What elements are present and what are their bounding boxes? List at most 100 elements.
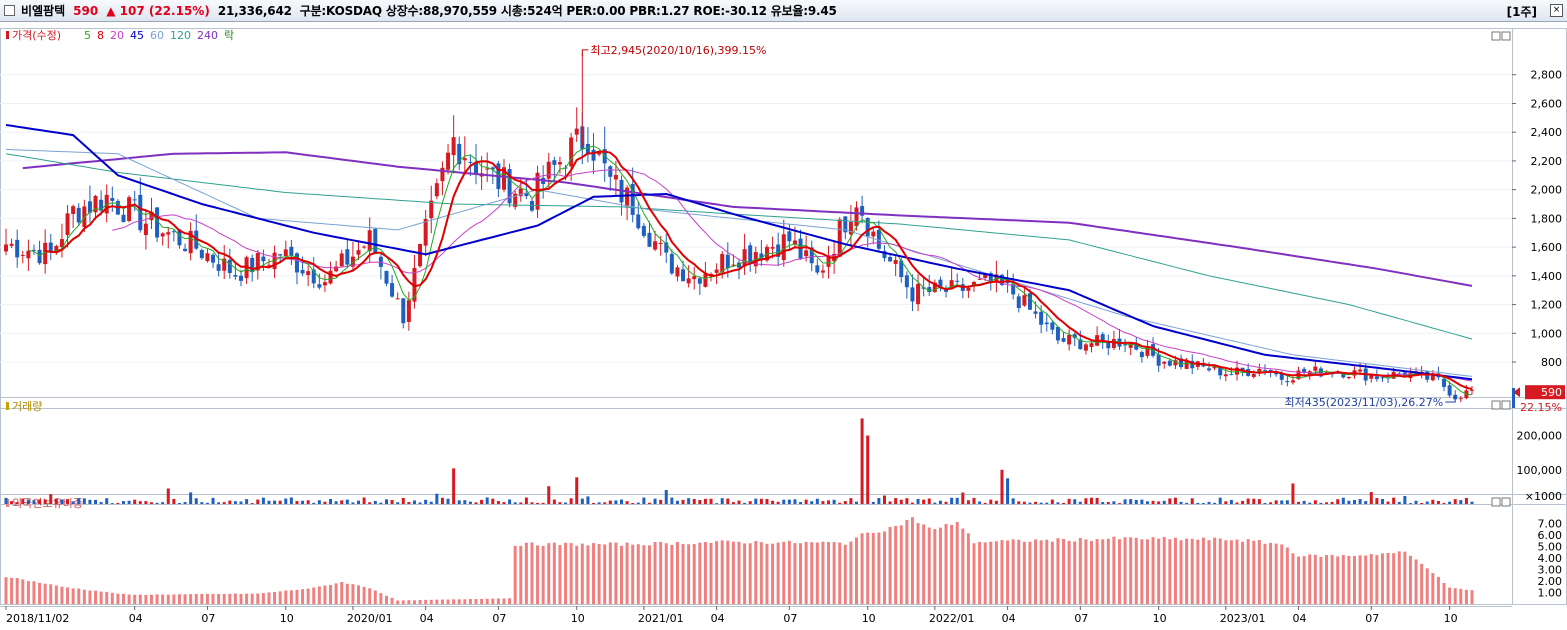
volume-bar [301, 500, 305, 504]
foreign-bar [239, 593, 243, 604]
volume-bar [312, 502, 316, 504]
candle-body [132, 199, 137, 201]
foreign-bar [759, 542, 763, 604]
candle-body [653, 241, 658, 250]
legend-item: 60 [150, 29, 164, 42]
candle-body [1167, 360, 1172, 366]
volume-bar [1280, 500, 1284, 504]
foreign-bar [938, 527, 942, 604]
volume-bar [843, 501, 847, 504]
foreign-bar [1375, 555, 1379, 604]
foreign-bar [122, 593, 126, 604]
high-marker [581, 49, 589, 56]
volume-bar [1134, 499, 1138, 504]
foreign-bar [1269, 542, 1273, 604]
foreign-bar [183, 594, 187, 604]
candle-body [233, 274, 238, 277]
volume-bar [424, 499, 428, 504]
foreign-bar [485, 598, 489, 604]
volume-bar [1397, 502, 1401, 504]
volume-bar [586, 496, 590, 504]
candle-body [938, 279, 943, 288]
volume-bar [614, 500, 618, 504]
foreign-bar [832, 542, 836, 604]
candle-body [1184, 361, 1189, 369]
volume-bar [972, 497, 976, 504]
volume-bar [26, 499, 30, 504]
foreign-bar [715, 541, 719, 604]
foreign-bar [597, 544, 601, 604]
foreign-bar [1062, 538, 1066, 604]
candle-body [625, 187, 630, 207]
candle-body [490, 167, 495, 170]
candle-body [54, 246, 59, 253]
x-axis-label: 2018/11/02 [6, 612, 69, 625]
foreign-bar [687, 544, 691, 604]
foreign-bar [1358, 555, 1362, 604]
candle-body [804, 250, 809, 257]
foreign-bar [1213, 537, 1217, 604]
volume-bar [855, 501, 859, 504]
candle-body [731, 264, 736, 266]
x-axis-label: 07 [201, 612, 215, 625]
foreign-bar [1386, 552, 1390, 604]
foreign-bar [1017, 539, 1021, 604]
foreign-bar [989, 541, 993, 604]
foreign-bar [166, 594, 170, 604]
foreign-bar [295, 589, 299, 604]
candle-body [446, 152, 451, 170]
panel-minimize-icon [1491, 31, 1501, 41]
foreign-bar [765, 543, 769, 604]
candle-body [552, 160, 557, 165]
stock-name: 비엘팜텍 [21, 4, 66, 18]
volume-bar [1213, 502, 1217, 504]
foreign-bar [172, 594, 176, 604]
period-selector[interactable]: [1주] [1506, 5, 1537, 19]
candle-body [1447, 385, 1452, 396]
candle-body [770, 247, 775, 249]
volume-bar [1319, 502, 1323, 504]
x-axis-label: 10 [1153, 612, 1167, 625]
foreign-bar [1319, 556, 1323, 604]
foreign-bar [536, 545, 540, 604]
candle-body [647, 232, 652, 247]
pct-tag-label: 22.15% [1520, 401, 1562, 414]
volume-bar [127, 500, 131, 504]
candle-body [709, 274, 714, 276]
candle-body [127, 197, 132, 221]
volume-bar [1073, 499, 1077, 504]
foreign-bar [787, 540, 791, 604]
foreign-bar [401, 600, 405, 604]
volume-bar [357, 500, 361, 504]
x-axis-label: 10 [1444, 612, 1458, 625]
volume-bar [340, 500, 344, 504]
foreign-bar [1325, 555, 1329, 604]
select-checkbox[interactable] [4, 5, 15, 16]
volume-bar [1062, 502, 1066, 504]
volume-bar [1392, 497, 1396, 504]
volume-bar [122, 501, 126, 504]
volume-bar [910, 502, 914, 504]
foreign-bar [592, 543, 596, 604]
foreign-bar [855, 537, 859, 604]
foreign-bar [888, 526, 892, 604]
foreign-bar [407, 600, 411, 604]
foreign-bar [222, 594, 226, 604]
volume-bar [82, 498, 86, 504]
x-axis-label: 04 [711, 612, 725, 625]
candle-body [255, 253, 260, 271]
candle-body [1055, 326, 1060, 341]
candle-body [1346, 376, 1351, 379]
close-icon[interactable]: × [1550, 4, 1563, 17]
foreign-bar [88, 590, 92, 604]
candle-body [1106, 341, 1111, 349]
candle-body [71, 206, 76, 214]
volume-bar [1269, 502, 1273, 504]
volume-bar [877, 498, 881, 504]
volume-bar [1106, 502, 1110, 504]
foreign-bar [362, 586, 366, 604]
foreign-bar [452, 599, 456, 604]
candle-body [1027, 293, 1032, 310]
candle-body [1089, 343, 1094, 347]
foreign-bar [513, 545, 517, 604]
